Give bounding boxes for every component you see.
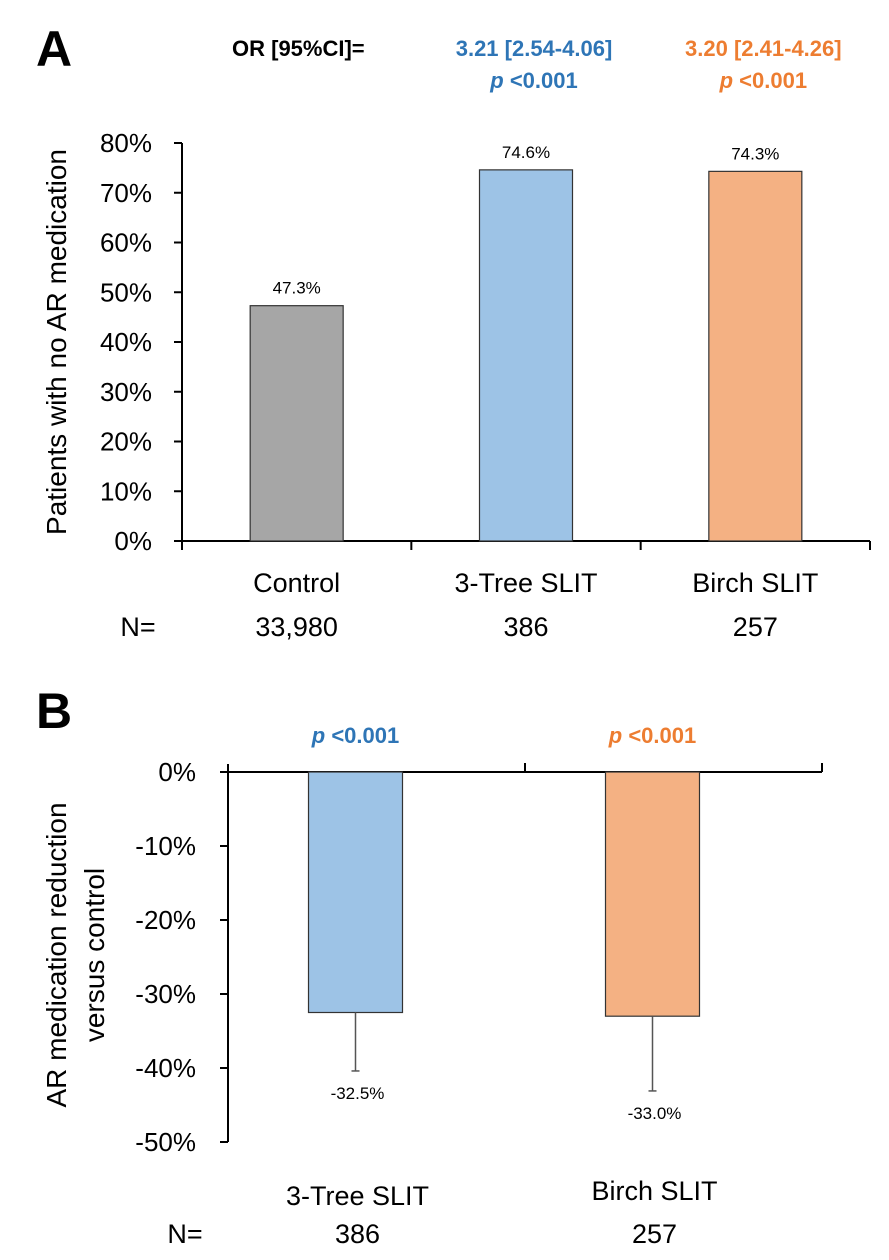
- chart-b: 0% -10% -20% -30% -40% -50% -32.5% 3-Tree SLIT 3…: [41, 757, 823, 1249]
- chart-a: 0% 10% 20% 30% 40% 50% 60% 70% 80% 47.3% Control 33…: [41, 128, 871, 642]
- y-tick-label: 50%: [100, 277, 152, 307]
- data-label: 74.6%: [502, 143, 550, 162]
- bar-control: [249, 305, 344, 542]
- data-label: 47.3%: [273, 279, 321, 298]
- y-tick-label: -30%: [135, 979, 196, 1009]
- n-value: 386: [335, 1219, 380, 1249]
- category-label: Birch SLIT: [591, 1176, 717, 1206]
- y-tick-label: -40%: [135, 1053, 196, 1083]
- y-tick-label: 80%: [100, 128, 152, 158]
- or-ci-value: 3.21 [2.54-4.06]: [456, 36, 613, 61]
- y-tick-label: 60%: [100, 228, 152, 258]
- category-label: 3-Tree SLIT: [286, 1181, 429, 1211]
- data-label: -32.5%: [331, 1084, 385, 1103]
- p-number: <0.001: [628, 723, 696, 748]
- panel-b-letter: B: [36, 683, 72, 739]
- bar-3-tree-slit: [478, 169, 574, 542]
- bar-birch-slit: [604, 771, 701, 1017]
- or-ci-value: 3.20 [2.41-4.26]: [685, 36, 842, 61]
- y-tick-label: 10%: [100, 476, 152, 506]
- data-label: 74.3%: [731, 144, 779, 163]
- data-label: -33.0%: [628, 1104, 682, 1123]
- p-symbol: p: [489, 68, 510, 93]
- category-label: 3-Tree SLIT: [454, 568, 597, 598]
- category-label: Control: [253, 568, 340, 598]
- p-number: <0.001: [331, 723, 399, 748]
- n-label: N=: [167, 1219, 202, 1249]
- p-value: p <0.001: [608, 723, 696, 748]
- p-number: <0.001: [739, 68, 807, 93]
- y-tick-label: 30%: [100, 377, 152, 407]
- n-value: 257: [632, 1219, 677, 1249]
- p-symbol: p: [311, 723, 332, 748]
- y-tick-label: 40%: [100, 327, 152, 357]
- or-ci-header-label: OR [95%CI]=: [232, 36, 365, 61]
- p-value: p <0.001: [719, 68, 807, 93]
- p-symbol: p: [608, 723, 629, 748]
- n-value: 257: [733, 612, 778, 642]
- y-axis-label-line2: versus control: [79, 868, 110, 1042]
- n-label: N=: [120, 612, 155, 642]
- p-symbol: p: [719, 68, 740, 93]
- y-tick-label: 0%: [114, 526, 152, 556]
- y-tick-label: 20%: [100, 427, 152, 457]
- category-label: Birch SLIT: [692, 568, 818, 598]
- y-tick-label: -10%: [135, 831, 196, 861]
- p-number: <0.001: [510, 68, 578, 93]
- p-value: p <0.001: [311, 723, 399, 748]
- n-value: 386: [503, 612, 548, 642]
- y-tick-label: 0%: [158, 757, 196, 787]
- y-tick-label: -50%: [135, 1127, 196, 1157]
- panel-a-letter: A: [36, 21, 72, 77]
- y-axis-label: Patients with no AR medication: [41, 149, 72, 535]
- bar-birch-slit: [708, 170, 803, 542]
- bar-3-tree-slit: [307, 771, 404, 1014]
- y-tick-label: 70%: [100, 178, 152, 208]
- n-value: 33,980: [255, 612, 338, 642]
- y-axis-label-line1: AR medication reduction: [41, 802, 72, 1107]
- p-value: p <0.001: [489, 68, 577, 93]
- y-tick-label: -20%: [135, 905, 196, 935]
